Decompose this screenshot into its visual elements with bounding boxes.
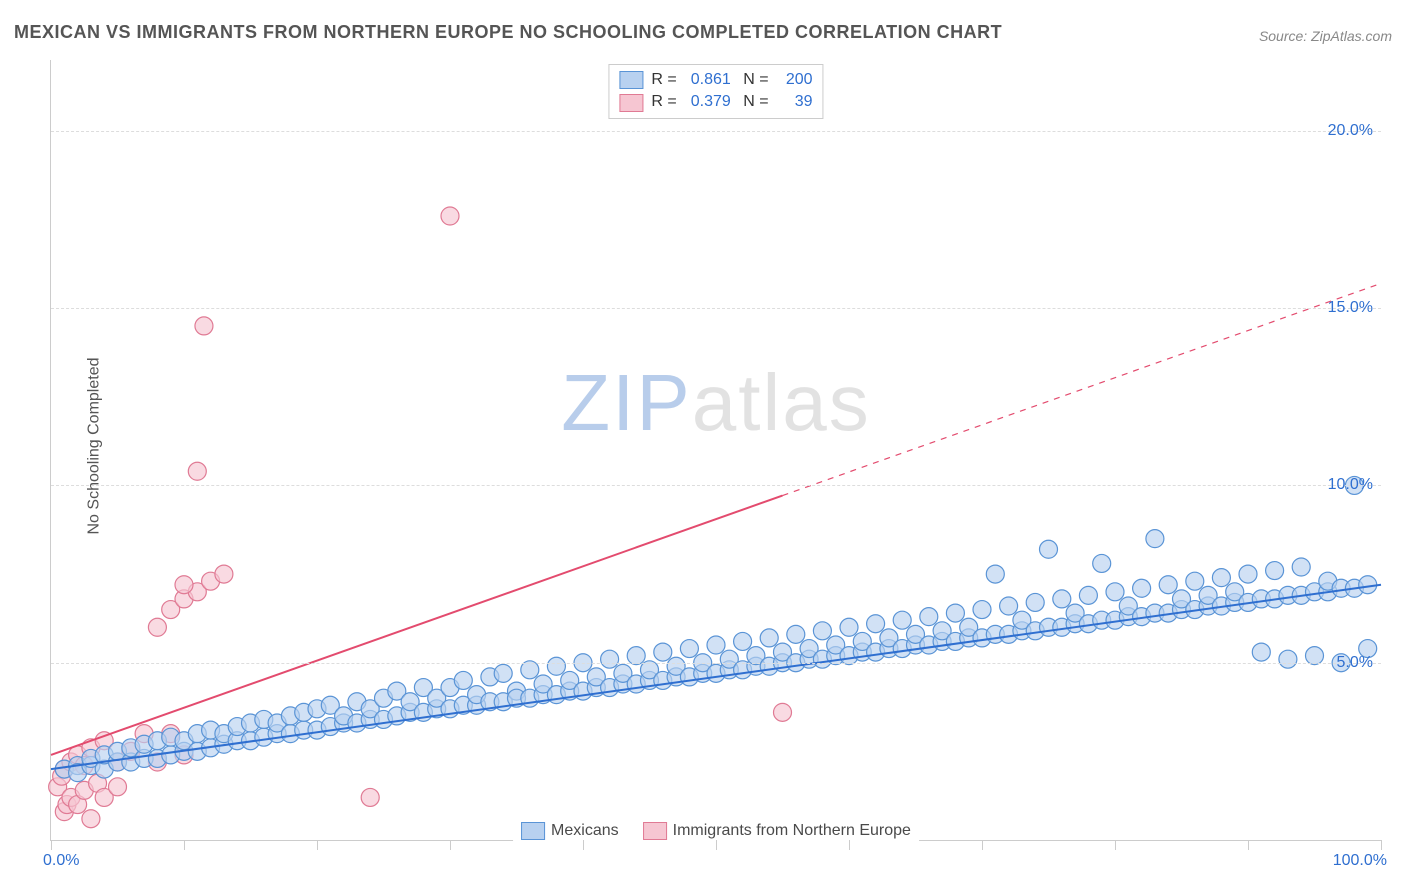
- x-tick: [184, 840, 185, 850]
- legend-label-0: Mexicans: [551, 822, 619, 840]
- scatter-svg: [51, 60, 1381, 840]
- data-point: [1053, 590, 1071, 608]
- data-point: [774, 703, 792, 721]
- data-point: [1133, 579, 1151, 597]
- legend-item-0: Mexicans: [521, 822, 619, 840]
- x-tick: [982, 840, 983, 850]
- data-point: [787, 625, 805, 643]
- data-point: [734, 632, 752, 650]
- data-point: [986, 565, 1004, 583]
- data-point: [547, 657, 565, 675]
- stats-swatch-1: [619, 94, 643, 112]
- data-point: [82, 810, 100, 828]
- stat-r-0: 0.861: [685, 69, 731, 91]
- data-point: [494, 664, 512, 682]
- data-point: [1000, 597, 1018, 615]
- stat-n-1: 39: [777, 91, 813, 113]
- stats-row-0: R = 0.861 N = 200: [619, 69, 812, 91]
- chart-title: MEXICAN VS IMMIGRANTS FROM NORTHERN EURO…: [14, 22, 1002, 43]
- data-point: [1106, 583, 1124, 601]
- data-point: [109, 778, 127, 796]
- data-point: [680, 640, 698, 658]
- y-tick-label: 5.0%: [1337, 654, 1373, 672]
- gridline: [51, 663, 1381, 664]
- y-tick-label: 10.0%: [1328, 476, 1373, 494]
- data-point: [175, 576, 193, 594]
- y-tick-label: 20.0%: [1328, 122, 1373, 140]
- legend-label-1: Immigrants from Northern Europe: [673, 822, 911, 840]
- data-point: [1146, 530, 1164, 548]
- data-point: [760, 629, 778, 647]
- data-point: [1093, 554, 1111, 572]
- source-label: Source: ZipAtlas.com: [1259, 28, 1392, 44]
- stat-label-r: R =: [651, 69, 676, 91]
- stats-swatch-0: [619, 71, 643, 89]
- stat-r-1: 0.379: [685, 91, 731, 113]
- x-tick: [849, 840, 850, 850]
- data-point: [1186, 572, 1204, 590]
- gridline: [51, 131, 1381, 132]
- data-point: [188, 462, 206, 480]
- data-point: [707, 636, 725, 654]
- x-min-label: 0.0%: [43, 852, 79, 870]
- data-point: [148, 618, 166, 636]
- data-point: [1159, 576, 1177, 594]
- x-max-label: 100.0%: [1333, 852, 1387, 870]
- data-point: [441, 207, 459, 225]
- x-tick: [583, 840, 584, 850]
- gridline: [51, 308, 1381, 309]
- chart-container: MEXICAN VS IMMIGRANTS FROM NORTHERN EURO…: [0, 0, 1406, 892]
- stats-row-1: R = 0.379 N = 39: [619, 91, 812, 113]
- x-tick: [450, 840, 451, 850]
- data-point: [1026, 593, 1044, 611]
- bottom-legend: Mexicans Immigrants from Northern Europe: [513, 820, 919, 842]
- data-point: [601, 650, 619, 668]
- data-point: [946, 604, 964, 622]
- data-point: [867, 615, 885, 633]
- data-point: [1040, 540, 1058, 558]
- data-point: [973, 601, 991, 619]
- data-point: [1279, 650, 1297, 668]
- data-point: [1266, 562, 1284, 580]
- data-point: [361, 788, 379, 806]
- y-tick-label: 15.0%: [1328, 299, 1373, 317]
- gridline: [51, 485, 1381, 486]
- legend-swatch-1: [643, 822, 667, 840]
- x-tick: [51, 840, 52, 850]
- legend-item-1: Immigrants from Northern Europe: [643, 822, 911, 840]
- data-point: [1212, 569, 1230, 587]
- fit-line: [51, 585, 1381, 769]
- data-point: [813, 622, 831, 640]
- stat-label-r: R =: [651, 91, 676, 113]
- x-tick: [317, 840, 318, 850]
- stat-label-n: N =: [739, 69, 769, 91]
- legend-swatch-0: [521, 822, 545, 840]
- data-point: [1252, 643, 1270, 661]
- data-point: [654, 643, 672, 661]
- data-point: [215, 565, 233, 583]
- data-point: [195, 317, 213, 335]
- data-point: [893, 611, 911, 629]
- data-point: [840, 618, 858, 636]
- stats-box: R = 0.861 N = 200 R = 0.379 N = 39: [608, 64, 823, 119]
- data-point: [920, 608, 938, 626]
- plot-area: ZIPatlas R = 0.861 N = 200 R = 0.379 N =…: [50, 60, 1381, 841]
- x-tick: [716, 840, 717, 850]
- fit-line-dashed: [783, 283, 1382, 495]
- x-tick: [1381, 840, 1382, 850]
- data-point: [1239, 565, 1257, 583]
- stat-n-0: 200: [777, 69, 813, 91]
- data-point: [1292, 558, 1310, 576]
- data-point: [454, 671, 472, 689]
- x-tick: [1248, 840, 1249, 850]
- stat-label-n: N =: [739, 91, 769, 113]
- data-point: [1079, 586, 1097, 604]
- x-tick: [1115, 840, 1116, 850]
